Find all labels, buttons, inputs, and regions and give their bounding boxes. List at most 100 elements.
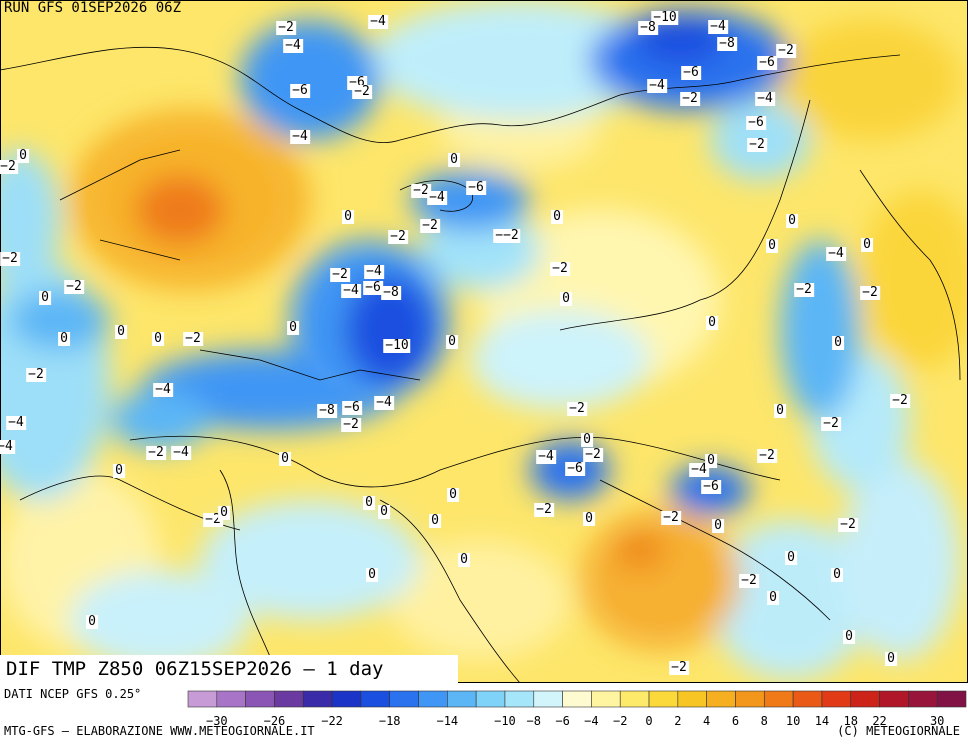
contour-label: −4 (755, 91, 775, 106)
contour-label: 0 (551, 209, 563, 224)
contour-label: −8 (381, 285, 401, 300)
legend-tick-label: −6 (555, 714, 570, 728)
contour-label: −6 (565, 461, 585, 476)
contour-label: −4 (153, 382, 173, 397)
contour-label: −−2 (493, 228, 521, 243)
contour-label: 0 (832, 335, 844, 350)
contour-label: −2 (550, 261, 570, 276)
contour-label: −4 (368, 14, 388, 29)
contour-label: −6 (746, 115, 766, 130)
contour-label: 0 (279, 451, 291, 466)
contour-label: 0 (366, 567, 378, 582)
contour-label: −2 (680, 91, 700, 106)
contour-label: −2 (330, 267, 350, 282)
field-title: DIF TMP Z850 06Z15SEP2026 — 1 day (0, 655, 458, 683)
legend-swatch (216, 690, 246, 708)
contour-label: −2 (747, 137, 767, 152)
credits-left: MTG-GFS — ELABORAZIONE WWW.METEOGIORNALE… (4, 724, 315, 738)
contour-label: −2 (388, 229, 408, 244)
legend-tick-label: 14 (814, 714, 830, 728)
legend-swatch (591, 690, 621, 708)
contour-label: −2 (352, 84, 372, 99)
legend-swatch (619, 690, 650, 708)
contour-label: −6 (681, 65, 701, 80)
contour-label: −4 (6, 415, 26, 430)
legend-swatch (821, 690, 852, 708)
anomaly-field (0, 0, 968, 680)
legend-swatch (879, 690, 909, 708)
contour-label: 0 (767, 590, 779, 605)
contour-label: −6 (290, 83, 310, 98)
contour-label: 0 (448, 152, 460, 167)
contour-label: −2 (420, 218, 440, 233)
contour-label: 0 (458, 552, 470, 567)
contour-label: −6 (701, 479, 721, 494)
legend-tick-label: 30 (929, 714, 945, 728)
coastlines-borders (0, 46, 961, 683)
footer: DATI NCEP GFS 0.25° −30 −26 −22 −18 −14 −10 −8… (0, 683, 968, 745)
legend-swatch (274, 690, 304, 708)
contour-label: 0 (17, 148, 29, 163)
contour-label: −2 (203, 512, 223, 527)
contour-label: 0 (774, 403, 786, 418)
temperature-anomaly-map (0, 0, 968, 683)
color-legend-bar (187, 690, 967, 708)
contour-label: −4 (427, 190, 447, 205)
contour-label: −6 (342, 400, 362, 415)
contour-label: −8 (638, 20, 658, 35)
contour-label: 0 (583, 511, 595, 526)
contour-label: −2 (276, 20, 296, 35)
contour-label: −10 (383, 338, 411, 353)
contour-label: 0 (831, 567, 843, 582)
contour-label: −4 (283, 38, 303, 53)
contour-label: −2 (821, 416, 841, 431)
legend-tick-label: −2 (612, 714, 628, 728)
contour-label: 0 (115, 324, 127, 339)
legend-swatch (331, 690, 362, 708)
contour-label: 0 (705, 453, 717, 468)
legend-swatch (562, 690, 592, 708)
contour-label: 0 (861, 237, 873, 252)
legend-swatch (706, 690, 736, 708)
contour-label: −6 (757, 55, 777, 70)
contour-label: 0 (706, 315, 718, 330)
contour-label: −2 (860, 285, 880, 300)
legend-swatch (648, 690, 679, 708)
legend-tick-label: −22 (321, 714, 343, 728)
legend-swatch (504, 690, 535, 708)
contour-label: 0 (712, 518, 724, 533)
contour-label: −4 (647, 78, 667, 93)
legend-swatch (677, 690, 707, 708)
contour-label: −2 (0, 159, 18, 174)
legend-swatch (850, 690, 880, 708)
contour-label: −2 (661, 510, 681, 525)
contour-label: −4 (341, 283, 361, 298)
contour-label: −8 (317, 403, 337, 418)
contour-label: −6 (363, 280, 383, 295)
contour-label: −2 (341, 417, 361, 432)
contour-label: −2 (838, 517, 858, 532)
legend-tick-label: 8 (760, 714, 768, 728)
credits-right: (C) METEOGIORNALE (837, 724, 960, 738)
contour-label: 0 (287, 320, 299, 335)
legend-tick-label: −26 (263, 714, 286, 728)
legend-tick-label: 2 (674, 714, 682, 728)
legend-tick-label: −18 (378, 714, 401, 728)
legend-tick-label: −14 (436, 714, 459, 728)
legend-swatch (763, 690, 794, 708)
legend-tick-label: 6 (731, 714, 740, 728)
contour-label: 0 (560, 291, 572, 306)
contour-label: 0 (766, 238, 778, 253)
legend-swatch (533, 690, 563, 708)
contour-label: 0 (113, 463, 125, 478)
legend-tick-label: −10 (494, 714, 516, 728)
contour-label: −2 (64, 279, 84, 294)
contour-label: 0 (581, 432, 593, 447)
contour-label: −8 (717, 36, 737, 51)
legend-tick-label: 22 (872, 714, 887, 728)
contour-label: −4 (290, 129, 310, 144)
contour-label: 0 (446, 334, 458, 349)
legend-swatch (187, 690, 218, 708)
legend-tick-label: 10 (785, 714, 801, 728)
